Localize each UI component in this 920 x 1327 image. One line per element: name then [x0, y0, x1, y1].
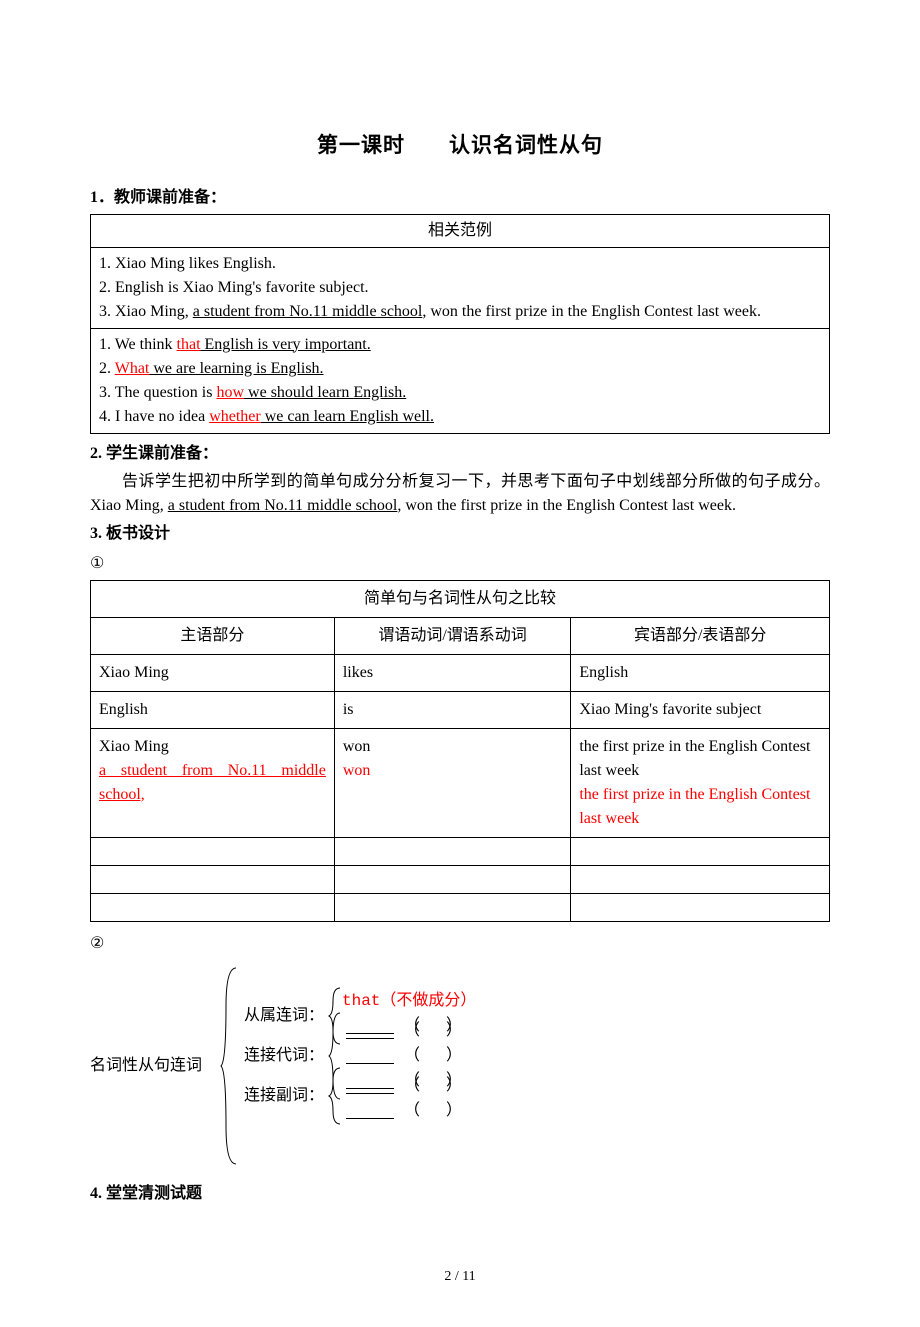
r1c1: Xiao Ming [91, 654, 335, 691]
page-footer: 2 / 11 [90, 1266, 830, 1287]
brace-large-icon [220, 966, 238, 1166]
r3c3: the first prize in the English Contest l… [571, 728, 830, 837]
ex2-l3b: we should learn English. [244, 384, 406, 401]
compare-caption: 简单句与名词性从句之比较 [91, 580, 830, 617]
ex1-line3: 3. Xiao Ming, a student from No.11 middl… [99, 300, 821, 324]
ex2-l1b: English is very important. [201, 336, 371, 353]
diagram-root-label: 名词性从句连词 [90, 1054, 220, 1078]
section-3-heading: 3. 板书设计 [90, 522, 830, 546]
empty-row-3 [91, 893, 830, 921]
ex2-line4: 4. I have no idea whether we can learn E… [99, 405, 821, 429]
r3c2b: won [343, 759, 562, 783]
ex2-l4b: we can learn English well. [261, 408, 434, 425]
compare-h2: 谓语动词/谓语系动词 [334, 617, 570, 654]
section-4-heading: 4. 堂堂清测试题 [90, 1182, 830, 1206]
ex2-l1r: that [177, 336, 201, 353]
ex2-l3a: 3. The question is [99, 384, 216, 401]
ex2-line3: 3. The question is how we should learn E… [99, 381, 821, 405]
ex2-line2: 2. What we are learning is English. [99, 357, 821, 381]
page-title: 第一课时 认识名词性从句 [90, 130, 830, 162]
empty-row-1 [91, 837, 830, 865]
examples-header: 相关范例 [91, 214, 830, 247]
ex2-l4r: whether [209, 408, 261, 425]
r2c2: is [334, 691, 570, 728]
circle-2: ② [90, 932, 830, 956]
ex1-l3u: a student from No.11 middle school [193, 303, 423, 320]
examples-table: 相关范例 1. Xiao Ming likes English. 2. Engl… [90, 214, 830, 434]
blank-5 [346, 1072, 394, 1089]
compare-table: 简单句与名词性从句之比较 主语部分 谓语动词/谓语系动词 宾语部分/表语部分 X… [90, 580, 830, 922]
ex2-l4a: 4. I have no idea [99, 408, 209, 425]
examples-row-2: 1. We think that English is very importa… [91, 328, 830, 433]
ex2-l2r: What [115, 360, 150, 377]
paren-2: （） [400, 1014, 488, 1038]
section-1-heading: 1．教师课前准备： [90, 186, 830, 210]
r3c2a: won [343, 735, 562, 759]
paren-3: （） [400, 1044, 488, 1068]
diagram-that-note: （不做成分） [380, 989, 476, 1013]
r3c2: won won [334, 728, 570, 837]
empty-row-2 [91, 865, 830, 893]
compare-h1: 主语部分 [91, 617, 335, 654]
ex2-l2a: 2. [99, 360, 115, 377]
examples-row-1: 1. Xiao Ming likes English. 2. English i… [91, 247, 830, 328]
ex2-l3r: how [216, 384, 244, 401]
diagram-that: that [342, 989, 380, 1013]
r3c1: Xiao Ming a student from No.11 middle sc… [91, 728, 335, 837]
r3c3a: the first prize in the English Contest l… [579, 738, 810, 779]
group-1-label: 从属连词： [238, 1004, 328, 1028]
group-3-label: 连接副词： [238, 1084, 328, 1108]
r3c3b: the first prize in the English Contest l… [579, 786, 810, 827]
student-prep-para: 告诉学生把初中所学到的简单句成分分析复习一下，并思考下面句子中划线部分所做的句子… [90, 470, 830, 518]
ex2-line1: 1. We think that English is very importa… [99, 333, 821, 357]
section-2-heading: 2. 学生课前准备： [90, 442, 830, 466]
r1c2: likes [334, 654, 570, 691]
ex1-l3a: 3. Xiao Ming, [99, 303, 193, 320]
ex1-line1: 1. Xiao Ming likes English. [99, 252, 821, 276]
sp-p2a: Xiao Ming, [90, 497, 168, 514]
sp-p1: 告诉学生把初中所学到的简单句成分分析复习一下，并思考下面句子中划线部分所做的句子… [90, 473, 830, 490]
ex2-l2b: we are learning is English. [149, 360, 323, 377]
ex1-line2: 2. English is Xiao Ming's favorite subje… [99, 276, 821, 300]
compare-h3: 宾语部分/表语部分 [571, 617, 830, 654]
r2c1: English [91, 691, 335, 728]
ex1-l3b: , won the first prize in the English Con… [422, 303, 761, 320]
r3c1a: Xiao Ming [99, 735, 326, 759]
blank-2 [346, 1017, 394, 1034]
group-2-label: 连接代词： [238, 1044, 328, 1068]
ex2-l1a: 1. We think [99, 336, 177, 353]
r1c3: English [571, 654, 830, 691]
sp-p2b: , won the first prize in the English Con… [397, 497, 736, 514]
r3c1b: a student from No.11 middle school, [99, 759, 326, 807]
r2c3: Xiao Ming's favorite subject [571, 691, 830, 728]
sp-p2u: a student from No.11 middle school [168, 497, 398, 514]
circle-1: ① [90, 552, 830, 576]
paren-5: （） [400, 1069, 488, 1093]
conjunction-diagram: 名词性从句连词 从属连词： that （不做成分） （） [90, 966, 830, 1166]
blank-3 [346, 1047, 394, 1064]
